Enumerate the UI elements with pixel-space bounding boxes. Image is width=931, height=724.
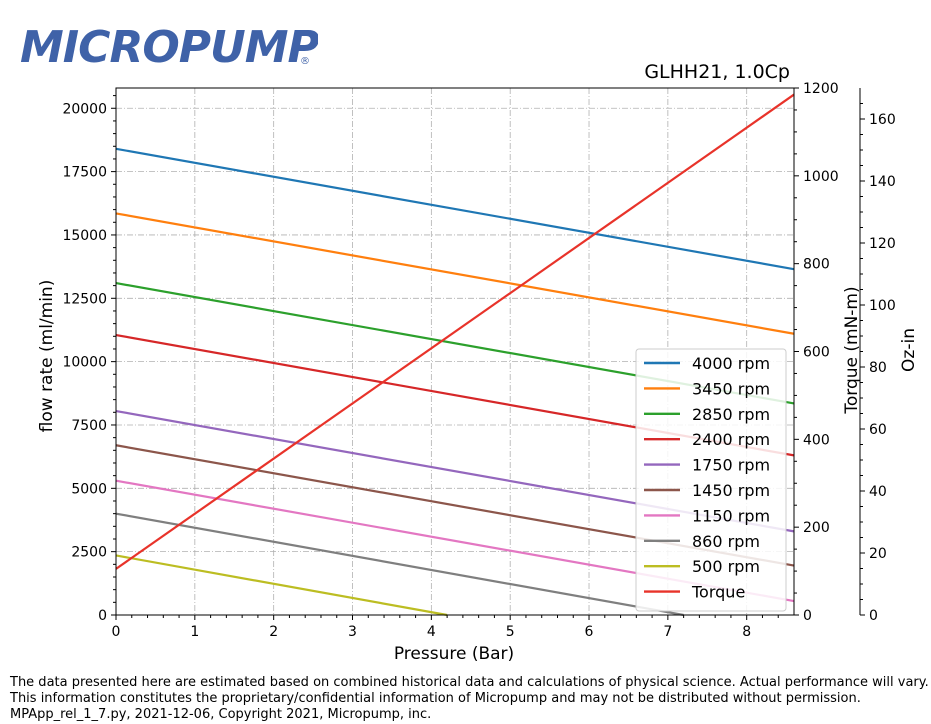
legend-label: 4000 rpm [692,354,770,373]
x-tick-label: 5 [506,624,515,640]
y-tick-label: 0 [98,608,107,624]
legend-label: 500 rpm [692,557,760,576]
ozin-tick-label: 80 [869,360,887,376]
y-tick-label: 10000 [62,355,107,371]
y-tick-label: 15000 [62,228,107,244]
legend-label: 1450 rpm [692,481,770,500]
series-line-3450-rpm [115,212,795,335]
ozin-tick-label: 0 [869,608,878,624]
y-tick-label: 20000 [62,101,107,117]
disclaimer-line-1: The data presented here are estimated ba… [10,675,929,690]
x-axis-label: Pressure (Bar) [394,644,514,664]
y-tick-label: 12500 [62,291,107,307]
logo-registered-mark: ® [300,56,310,67]
legend-label: 1750 rpm [692,456,770,475]
torque-axis-label: Torque (mN-m) [842,286,862,414]
torque-tick-label: 200 [803,520,830,536]
axes: 0 1 2 3 4 5 6 7 80250050007500100001250015000175… [62,81,895,640]
ozin-tick-label: 120 [869,236,896,252]
legend: 4000 rpm 3450 rpm 2850 rpm 2400 rpm 1750 rpm… [635,348,787,612]
x-tick-label: 6 [585,624,594,640]
ozin-tick-label: 160 [869,112,896,128]
series-line-torque [115,93,795,570]
y-tick-label: 17500 [62,165,107,181]
x-tick-label: 7 [663,624,672,640]
x-tick-label: 3 [348,624,357,640]
legend-label: 3450 rpm [692,379,770,398]
chart-title: GLHH21, 1.0Cp [644,61,790,83]
x-tick-label: 1 [190,624,199,640]
ozin-tick-label: 20 [869,546,887,562]
disclaimer-line-3: MPApp_rel_1_7.py, 2021-12-06, Copyright … [10,707,432,722]
ozin-tick-label: 60 [869,422,887,438]
x-tick-label: 0 [112,624,121,640]
disclaimer-line-2: This information constitutes the proprie… [10,691,861,706]
x-tick-label: 2 [269,624,278,640]
torque-tick-label: 0 [803,608,812,624]
logo-wordmark: MICROPUMP [20,22,318,70]
torque-tick-label: 400 [803,432,830,448]
x-tick-label: 4 [427,624,436,640]
y-axis-label: flow rate (ml/min) [37,280,57,433]
ozin-tick-label: 100 [869,298,896,314]
ozin-axis-label: Oz-in [899,328,919,372]
legend-label: Torque [691,583,745,602]
ozin-tick-label: 140 [869,174,896,190]
y-tick-label: 5000 [71,481,107,497]
ozin-tick-label: 40 [869,484,887,500]
y-tick-label: 2500 [71,545,107,561]
legend-label: 1150 rpm [692,506,770,525]
disclaimer-footer: The data presented here are estimated ba… [10,675,929,723]
legend-label: 2850 rpm [692,405,770,424]
legend-label: 860 rpm [692,532,760,551]
series-line-860-rpm [115,512,684,617]
torque-tick-label: 800 [803,257,830,273]
torque-tick-label: 1200 [803,81,839,97]
x-tick-label: 8 [742,624,751,640]
micropump-logo: MICROPUMP ® [20,22,318,70]
torque-tick-label: 600 [803,345,830,361]
pump-performance-chart: 0 1 2 3 4 5 6 7 80250050007500100001250015000175… [37,61,919,664]
series-line-4000-rpm [115,147,795,271]
series-line-500-rpm [115,554,448,617]
y-tick-label: 7500 [71,418,107,434]
torque-tick-label: 1000 [803,169,839,185]
legend-label: 2400 rpm [692,430,770,449]
